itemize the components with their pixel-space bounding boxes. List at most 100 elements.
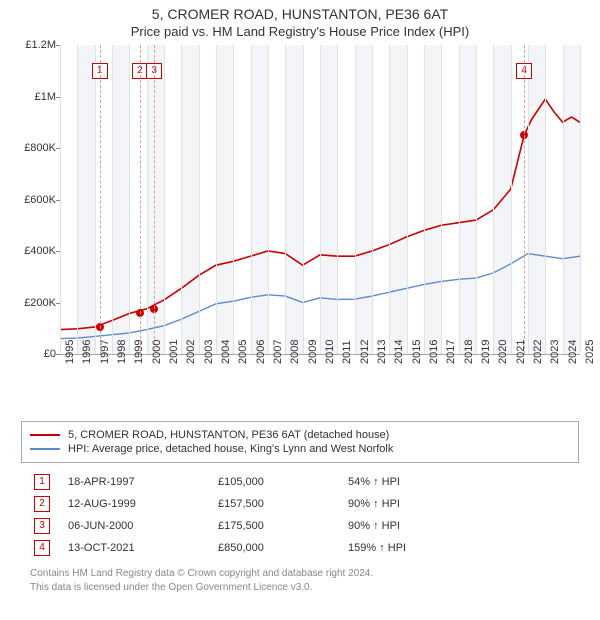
x-axis-year-label: 2022 xyxy=(532,340,544,364)
sale-pct-vs-hpi: 90% ↑ HPI xyxy=(348,498,570,510)
x-axis-year-label: 2006 xyxy=(255,340,267,364)
x-axis-year-label: 2020 xyxy=(497,340,509,364)
legend-label: HPI: Average price, detached house, King… xyxy=(68,443,393,455)
sale-row: 2 12-AUG-1999£157,50090% ↑ HPI xyxy=(30,493,570,515)
gridline-vertical xyxy=(372,45,373,354)
address-title: 5, CROMER ROAD, HUNSTANTON, PE36 6AT xyxy=(0,6,600,22)
sale-number-box: 4 xyxy=(34,540,50,556)
sale-row: 413-OCT-2021£850,000159% ↑ HPI xyxy=(30,537,570,559)
y-axis-tick xyxy=(56,45,60,46)
x-axis-year-label: 2005 xyxy=(237,340,249,364)
gridline-vertical xyxy=(355,45,356,354)
y-axis-tick-label: £600K xyxy=(24,194,56,206)
title-block: 5, CROMER ROAD, HUNSTANTON, PE36 6AT Pri… xyxy=(0,0,600,39)
sale-date: 18-APR-1997 xyxy=(68,476,218,488)
gridline-vertical xyxy=(337,45,338,354)
x-axis-year-label: 2002 xyxy=(185,340,197,364)
sale-marker-line xyxy=(154,45,155,354)
sale-row: 3 06-JUN-2000£175,50090% ↑ HPI xyxy=(30,515,570,537)
gridline-vertical xyxy=(95,45,96,354)
x-axis-year-label: 2018 xyxy=(463,340,475,364)
plot-area: 1995199619971998199920002001200220032004… xyxy=(60,45,580,355)
sale-date: 12-AUG-1999 xyxy=(68,498,218,510)
y-axis-tick-label: £400K xyxy=(24,245,56,257)
y-axis-tick-label: £1M xyxy=(35,91,56,103)
x-axis-year-label: 2023 xyxy=(549,340,561,364)
gridline-vertical xyxy=(199,45,200,354)
gridline-vertical xyxy=(545,45,546,354)
gridline-vertical xyxy=(164,45,165,354)
x-axis-year-label: 2012 xyxy=(359,340,371,364)
footer-line-2: This data is licensed under the Open Gov… xyxy=(30,581,570,595)
gridline-vertical xyxy=(476,45,477,354)
y-axis-tick-label: £800K xyxy=(24,142,56,154)
footer-line-1: Contains HM Land Registry data © Crown c… xyxy=(30,567,570,581)
x-axis-year-label: 1996 xyxy=(81,340,93,364)
gridline-vertical xyxy=(493,45,494,354)
x-axis-year-label: 2010 xyxy=(324,340,336,364)
x-axis-year-label: 2025 xyxy=(584,340,596,364)
footer-attribution: Contains HM Land Registry data © Crown c… xyxy=(30,567,570,594)
sale-number-box: 2 xyxy=(34,496,50,512)
gridline-vertical xyxy=(407,45,408,354)
legend-label: 5, CROMER ROAD, HUNSTANTON, PE36 6AT (de… xyxy=(68,429,389,441)
x-axis-year-label: 2009 xyxy=(307,340,319,364)
x-axis-year-label: 2017 xyxy=(445,340,457,364)
gridline-vertical xyxy=(147,45,148,354)
x-axis-year-label: 2011 xyxy=(341,340,353,364)
gridline-vertical xyxy=(303,45,304,354)
sale-price: £850,000 xyxy=(218,542,348,554)
x-axis-year-label: 2015 xyxy=(411,340,423,364)
legend-item: 5, CROMER ROAD, HUNSTANTON, PE36 6AT (de… xyxy=(30,428,570,442)
y-axis-tick xyxy=(56,200,60,201)
y-axis-tick xyxy=(56,354,60,355)
chart: 1995199619971998199920002001200220032004… xyxy=(20,45,580,385)
sale-date: 13-OCT-2021 xyxy=(68,542,218,554)
y-axis-tick xyxy=(56,97,60,98)
x-axis-year-label: 1998 xyxy=(116,340,128,364)
gridline-vertical xyxy=(233,45,234,354)
x-axis-year-label: 2013 xyxy=(376,340,388,364)
sales-table: 118-APR-1997£105,00054% ↑ HPI212-AUG-199… xyxy=(30,471,570,559)
gridline-vertical xyxy=(389,45,390,354)
y-axis-tick-label: £200K xyxy=(24,297,56,309)
legend-swatch xyxy=(30,434,60,436)
x-axis-year-label: 2008 xyxy=(289,340,301,364)
gridline-vertical xyxy=(320,45,321,354)
sale-date: 06-JUN-2000 xyxy=(68,520,218,532)
x-axis-year-label: 2003 xyxy=(203,340,215,364)
legend-item: HPI: Average price, detached house, King… xyxy=(30,442,570,456)
sale-pct-vs-hpi: 90% ↑ HPI xyxy=(348,520,570,532)
y-axis-tick-label: £0 xyxy=(44,348,56,360)
y-axis-tick xyxy=(56,148,60,149)
x-axis-year-label: 2016 xyxy=(428,340,440,364)
x-axis-year-label: 2007 xyxy=(272,340,284,364)
gridline-vertical xyxy=(181,45,182,354)
gridline-vertical xyxy=(424,45,425,354)
gridline-vertical xyxy=(251,45,252,354)
subtitle: Price paid vs. HM Land Registry's House … xyxy=(0,24,600,39)
sale-price: £175,500 xyxy=(218,520,348,532)
sale-marker-line xyxy=(524,45,525,354)
y-axis-tick-label: £1.2M xyxy=(25,39,56,51)
sale-price: £105,000 xyxy=(218,476,348,488)
gridline-vertical xyxy=(441,45,442,354)
x-axis-year-label: 2004 xyxy=(220,340,232,364)
gridline-vertical xyxy=(77,45,78,354)
gridline-vertical xyxy=(112,45,113,354)
sale-number-box: 3 xyxy=(34,518,50,534)
gridline-vertical xyxy=(129,45,130,354)
gridline-vertical xyxy=(563,45,564,354)
gridline-vertical xyxy=(511,45,512,354)
sale-pct-vs-hpi: 54% ↑ HPI xyxy=(348,476,570,488)
gridline-vertical xyxy=(580,45,581,354)
x-axis-year-label: 1995 xyxy=(64,340,76,364)
x-axis-year-label: 2024 xyxy=(567,340,579,364)
x-axis-year-label: 2001 xyxy=(168,340,180,364)
gridline-vertical xyxy=(216,45,217,354)
x-axis-year-label: 2014 xyxy=(393,340,405,364)
gridline-vertical xyxy=(285,45,286,354)
sale-price: £157,500 xyxy=(218,498,348,510)
gridline-vertical xyxy=(60,45,61,354)
x-axis-year-label: 2000 xyxy=(151,340,163,364)
